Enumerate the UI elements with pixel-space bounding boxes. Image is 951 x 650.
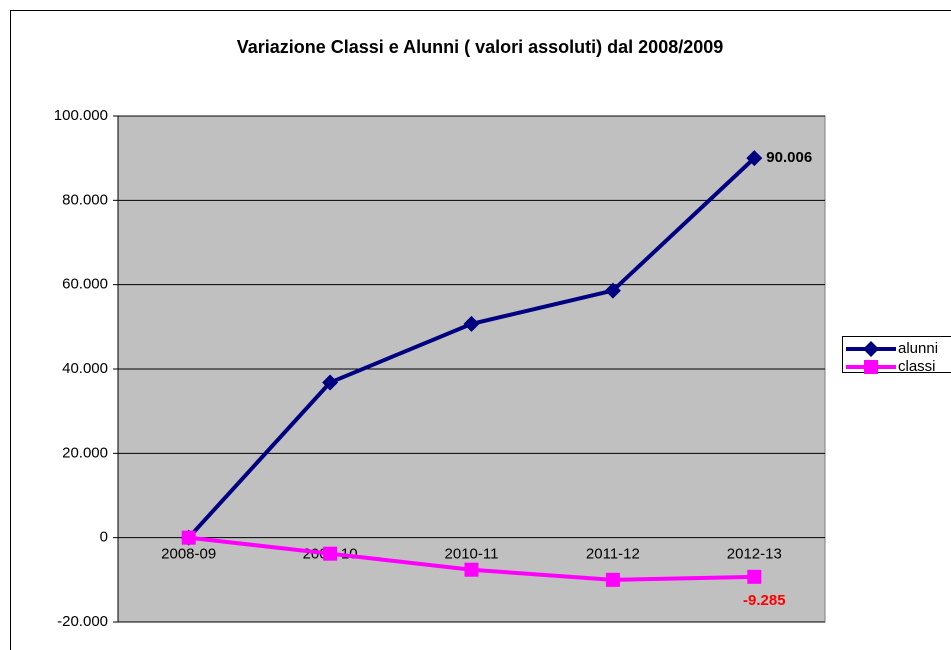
- y-tick-label: 60.000: [62, 276, 108, 293]
- x-tick-label: 2011-12: [586, 546, 640, 563]
- y-tick-label: 20.000: [62, 444, 108, 461]
- y-tick-label: 0: [100, 529, 108, 546]
- x-tick-label: 2012-13: [727, 546, 782, 563]
- point: [747, 569, 762, 584]
- legend-label: classi: [898, 358, 936, 375]
- point: [605, 572, 620, 587]
- data-label: -9.285: [743, 592, 786, 609]
- point: [323, 546, 338, 561]
- x-tick-label: 2008-09: [161, 546, 216, 563]
- legend-marker: [864, 360, 878, 374]
- legend-label: alunni: [898, 340, 938, 357]
- legend-marker: [863, 341, 879, 357]
- y-tick-label: -20.000: [57, 613, 108, 630]
- point: [463, 315, 480, 332]
- y-tick-label: 40.000: [62, 360, 108, 377]
- data-label: 90.006: [766, 149, 812, 166]
- point: [746, 150, 763, 167]
- point: [604, 282, 621, 299]
- x-tick-label: 2010-11: [445, 546, 499, 563]
- chart-title: Variazione Classi e Alunni ( valori asso…: [237, 37, 724, 57]
- point: [464, 562, 479, 577]
- y-tick-label: 80.000: [62, 191, 108, 208]
- point: [322, 374, 339, 391]
- y-tick-label: 100.000: [54, 107, 108, 124]
- point: [181, 530, 196, 545]
